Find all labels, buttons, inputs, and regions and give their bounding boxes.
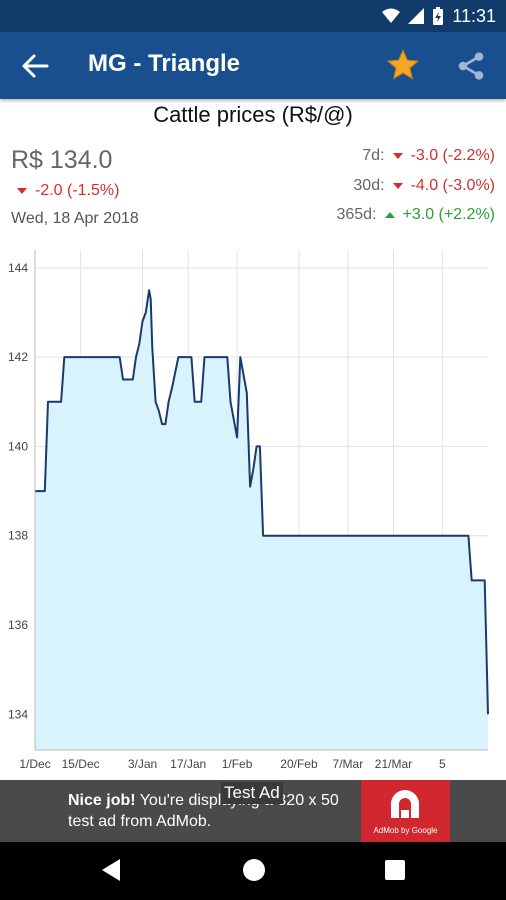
back-arrow-icon[interactable] [20,52,50,80]
up-triangle-icon [384,212,395,218]
chart-title: Cattle prices (R$/@) [153,102,353,127]
status-bar: 11:31 [0,0,506,32]
x-tick-label: 1/Dec [19,757,50,771]
stat-label: 7d: [362,147,385,164]
cellular-signal-icon [408,8,425,24]
y-tick-label: 134 [8,707,28,721]
status-time: 11:31 [452,5,496,26]
share-icon[interactable] [455,50,487,82]
y-tick-label: 144 [8,261,28,275]
price-change: -2.0 (-1.5%) [17,182,119,200]
app-title: MG - Triangle [88,50,241,77]
price-line [35,289,489,715]
y-tick-label: 142 [8,350,28,364]
ad-headline: Nice job! [68,792,136,809]
admob-logo-caption: AdMob by Google [373,826,438,835]
x-tick-label: 5 [439,757,446,771]
x-tick-label: 20/Feb [280,757,318,771]
wifi-icon [382,8,401,23]
nav-recents-icon[interactable] [385,860,405,880]
nav-back-icon[interactable] [100,858,122,882]
down-triangle-icon [17,188,27,194]
stat-label: 30d: [353,177,385,194]
stat-value: -3.0 (-2.2%) [410,147,495,164]
ad-content[interactable]: Nice job! You're displaying a 320 x 50 t… [57,780,450,842]
admob-logo-icon [391,790,419,818]
stat-row-365d: 365d: +3.0 (+2.2%) [336,206,495,224]
stat-label: 365d: [336,206,377,223]
x-tick-label: 1/Feb [222,757,253,771]
navigation-bar [0,842,506,900]
nav-home-icon[interactable] [242,858,266,882]
stat-value: -4.0 (-3.0%) [410,177,495,194]
x-tick-label: 17/Jan [170,757,206,771]
x-tick-label: 3/Jan [128,757,157,771]
admob-logo[interactable]: AdMob by Google [361,780,450,842]
price-chart[interactable]: 134 136 138 140 142 144 1/Dec 15/Dec 3/Jan 17/Jan… [0,240,506,780]
stat-row-30d: 30d: -4.0 (-3.0%) [353,177,495,195]
y-tick-label: 136 [8,618,28,632]
status-icons: 11:31 [382,6,496,26]
down-triangle-icon [392,183,403,189]
down-triangle-icon [392,153,403,159]
y-tick-label: 140 [8,439,28,453]
x-tick-label: 21/Mar [375,757,412,771]
test-ad-badge: Test Ad [221,782,283,804]
y-tick-label: 138 [8,529,28,543]
favorite-star-icon[interactable] [386,48,420,82]
app-bar: MG - Triangle [0,32,506,99]
battery-icon [433,7,444,25]
price-change-value: -2.0 (-1.5%) [35,182,120,199]
stat-row-7d: 7d: -3.0 (-2.2%) [362,147,495,165]
ad-text[interactable]: Nice job! You're displaying a 320 x 50 t… [68,790,358,832]
x-tick-label: 7/Mar [333,757,364,771]
price-date: Wed, 18 Apr 2018 [11,210,139,227]
stat-value: +3.0 (+2.2%) [402,206,496,223]
price-area [35,290,488,750]
current-price: R$ 134.0 [11,146,113,174]
x-tick-label: 15/Dec [62,757,100,771]
